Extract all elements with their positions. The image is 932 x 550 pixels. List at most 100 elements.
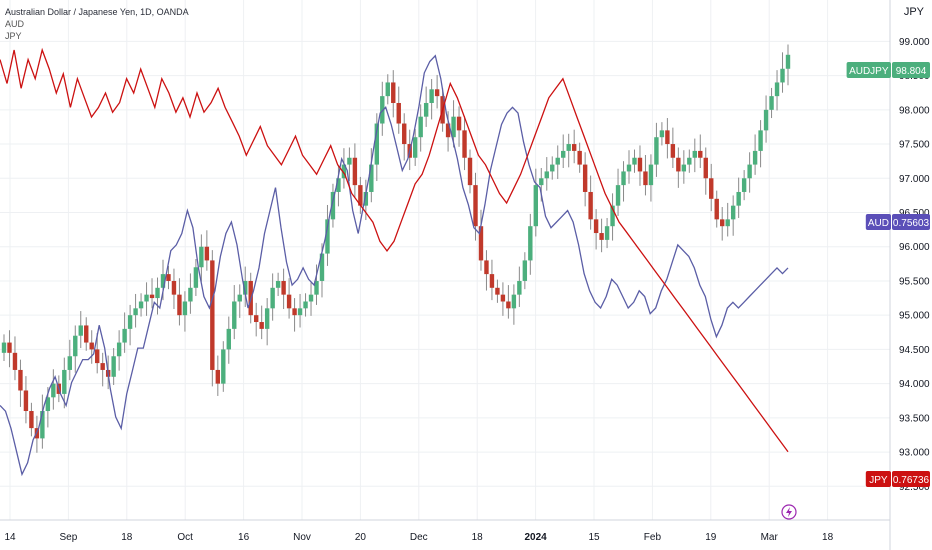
candle-body [40,411,45,439]
jpy-last-value-label: JPY 0.76736 [865,471,930,487]
y-tick-label: 97.000 [899,174,930,185]
y-tick-label: 93.500 [899,413,930,424]
candle-body [467,157,473,186]
candle-body [67,356,72,370]
candle-body [330,191,336,220]
x-tick-label: 16 [238,532,250,543]
candle-body [166,274,171,281]
event-lightning-icon[interactable] [781,504,797,520]
candle-body [78,325,83,336]
candle-body [336,178,341,192]
candle-body [292,308,297,316]
candle-body [774,82,780,97]
candle-body [752,150,758,165]
y-tick-label: 93.000 [899,448,930,459]
x-tick-label: 20 [355,532,367,543]
candle-body [654,137,659,165]
x-tick-label: Dec [410,532,428,543]
candle-body [319,253,325,281]
candle-body [51,383,56,398]
candle-body [561,150,566,158]
y-tick-label: 98.000 [899,105,930,116]
aud-overlay-line [0,54,789,477]
candle-body [149,294,155,299]
candle-body [325,219,330,254]
candle-body [610,205,615,227]
overlay-aud-label[interactable]: AUD [5,19,25,29]
candle-body [506,301,511,309]
candle-body [434,89,440,97]
candle-body [769,96,774,110]
candle-body [297,308,303,316]
candle-body [226,328,231,350]
candle-body [133,308,138,316]
candle-body [423,102,429,117]
candle-body [763,109,769,131]
candle-body [270,287,275,309]
candle-body [303,301,308,309]
candle-body [160,274,166,288]
candle-body [665,130,670,145]
candle-body [95,349,100,364]
candle-body [462,130,467,158]
candle-body [73,335,78,357]
audjpy-last-value-label: AUDJPY 98.804 [846,62,930,78]
candle-body [615,185,621,206]
candle-body [456,116,462,131]
candle-body [588,191,593,220]
candle-body [544,171,549,179]
candle-body [451,116,456,138]
candle-body [681,164,687,172]
candle-body [374,123,380,165]
candle-body [221,349,226,384]
candle-body [308,294,314,302]
candle-body [127,315,133,329]
candle-body [314,280,319,295]
candle-body [676,157,681,172]
candle-body [253,315,259,323]
candle-body [232,301,237,329]
jpy-overlay-line [0,47,789,453]
x-tick-label: 19 [705,532,717,543]
candle-body [84,325,89,343]
candle-body [193,267,199,288]
candle-body [100,363,105,370]
candle-body [144,294,149,302]
candle-body [215,369,221,384]
candle-body [281,280,286,295]
candle-body [171,280,177,295]
x-tick-label: 14 [4,532,16,543]
overlay-jpy-label[interactable]: JPY [5,31,22,41]
candle-body [692,150,697,158]
candle-body [418,116,423,138]
x-tick-label: Oct [177,532,193,543]
x-tick-label: Feb [644,532,662,543]
symbol-title[interactable]: Australian Dollar / Japanese Yen, 1D, OA… [5,7,189,17]
candle-body [199,246,204,268]
x-tick-label: 18 [472,532,484,543]
candle-body [703,157,708,179]
candle-body [566,144,571,151]
candle-body [402,123,407,145]
candle-body [473,185,478,227]
svg-text:JPY: JPY [869,475,888,486]
candle-body [182,301,188,316]
candle-body [533,185,539,227]
candle-body [18,369,23,391]
candle-body [396,102,401,124]
candle-body [369,164,374,192]
y-tick-label: 96.000 [899,242,930,253]
candle-body [599,233,604,240]
x-tick-label: Sep [60,532,78,543]
candle-body [785,54,791,69]
candle-body [286,294,292,309]
y-tick-label: 95.500 [899,276,930,287]
candle-body [698,150,703,158]
candle-body [7,342,12,353]
candle-body [29,411,34,429]
candle-body [445,123,451,138]
x-tick-label: 15 [588,532,600,543]
candle-body [1,342,7,353]
candle-body [495,287,500,295]
